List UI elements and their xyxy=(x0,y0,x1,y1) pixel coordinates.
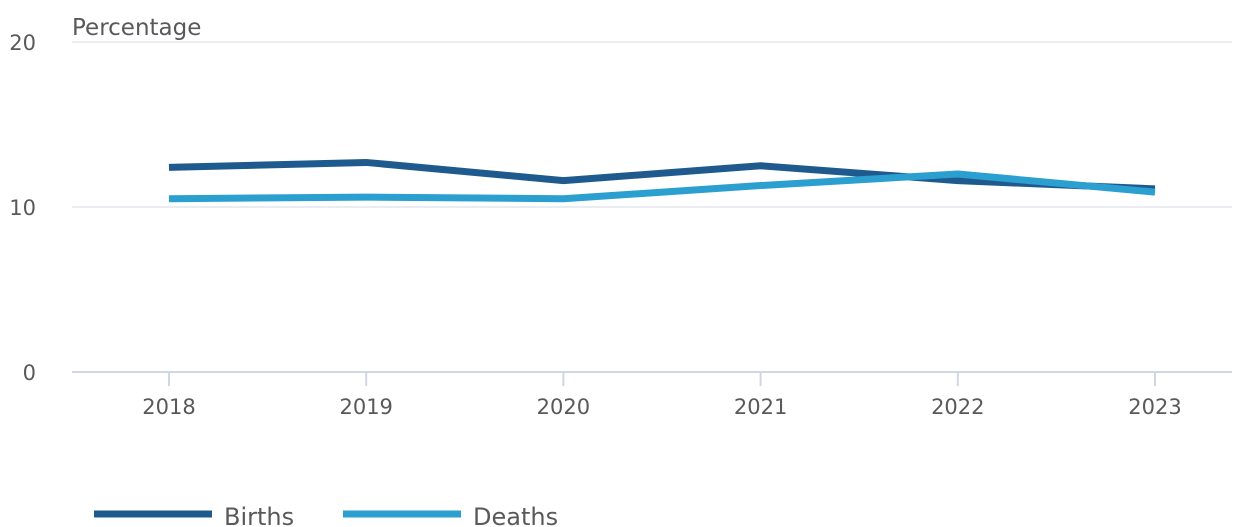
y-tick-label: 0 xyxy=(23,361,36,385)
y-axis-title: Percentage xyxy=(72,15,201,41)
x-tick-label: 2018 xyxy=(142,395,195,419)
x-tick-label: 2023 xyxy=(1128,395,1181,419)
x-axis-ticks: 2018 2019 2020 2021 2022 2023 xyxy=(142,372,1182,419)
series-line-births xyxy=(168,158,1156,193)
legend-label-deaths: Deaths xyxy=(473,503,558,527)
legend-label-births: Births xyxy=(224,503,294,527)
x-tick-label: 2022 xyxy=(931,395,984,419)
x-tick-label: 2020 xyxy=(537,395,590,419)
gridlines xyxy=(72,41,1232,373)
series-lines xyxy=(168,158,1156,203)
x-tick-label: 2019 xyxy=(339,395,392,419)
y-tick-label: 10 xyxy=(9,196,36,220)
legend: Births Deaths xyxy=(94,503,558,527)
y-tick-label: 20 xyxy=(9,31,36,55)
series-line-deaths xyxy=(168,170,1156,203)
x-tick-label: 2021 xyxy=(734,395,787,419)
y-axis-ticks: 0 10 20 xyxy=(9,31,36,385)
